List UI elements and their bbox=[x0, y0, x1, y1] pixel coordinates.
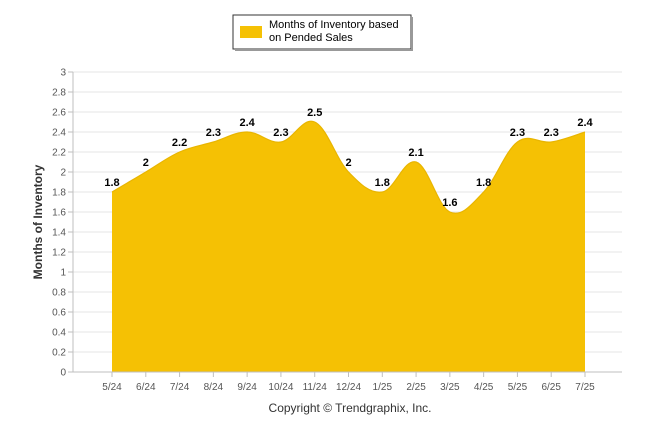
data-label: 2.1 bbox=[408, 147, 423, 159]
y-tick-label: 0.8 bbox=[52, 288, 66, 299]
x-tick-label: 5/24 bbox=[102, 382, 122, 393]
x-tick-label: 4/25 bbox=[474, 382, 494, 393]
data-label: 1.8 bbox=[104, 177, 119, 189]
x-tick-label: 3/25 bbox=[440, 382, 460, 393]
data-label: 2 bbox=[143, 157, 149, 169]
x-axis-ticks: 5/24 6/24 7/24 8/24 9/24 10/24 11/24 12/24 1/25 2… bbox=[102, 372, 595, 393]
data-label: 2.3 bbox=[510, 127, 525, 139]
data-label: 2.3 bbox=[273, 127, 288, 139]
legend-swatch bbox=[240, 26, 262, 38]
y-tick-label: 1.6 bbox=[52, 208, 66, 219]
y-tick-label: 1.2 bbox=[52, 248, 66, 259]
legend-label-line1: Months of Inventory based bbox=[269, 19, 399, 31]
legend: Months of Inventory based on Pended Sale… bbox=[232, 14, 413, 51]
y-tick-label: 0.4 bbox=[52, 328, 66, 339]
y-tick-label: 0.2 bbox=[52, 348, 66, 359]
x-tick-label: 10/24 bbox=[268, 382, 293, 393]
legend-label-line2: on Pended Sales bbox=[269, 32, 353, 44]
y-axis-ticks: 0 0.2 0.4 0.6 0.8 1 1.2 1.4 1.6 1.8 2 2.2 2.4 2.6 2.8 3 bbox=[52, 68, 73, 379]
data-label: 2.2 bbox=[172, 137, 187, 149]
y-tick-label: 2.8 bbox=[52, 88, 66, 99]
y-tick-label: 3 bbox=[60, 68, 66, 79]
y-tick-label: 0.6 bbox=[52, 308, 66, 319]
x-tick-label: 6/25 bbox=[541, 382, 561, 393]
axes bbox=[72, 72, 622, 373]
y-tick-label: 1.4 bbox=[52, 228, 66, 239]
y-tick-label: 2.4 bbox=[52, 128, 66, 139]
data-label: 1.8 bbox=[476, 177, 491, 189]
x-tick-label: 2/25 bbox=[406, 382, 426, 393]
copyright-credit: Copyright © Trendgraphix, Inc. bbox=[269, 401, 432, 415]
data-label: 2.5 bbox=[307, 107, 322, 119]
data-labels: 1.8 2 2.2 2.3 2.4 2.3 2.5 2 1.8 2.1 1.6 1.8 2.3 2.3 2.… bbox=[104, 107, 593, 209]
series-area bbox=[111, 120, 586, 372]
legend-box bbox=[232, 14, 412, 50]
y-tick-label: 1.8 bbox=[52, 188, 66, 199]
y-tick-label: 0 bbox=[60, 368, 66, 379]
data-label: 2 bbox=[345, 157, 351, 169]
area-line bbox=[111, 120, 586, 214]
x-tick-label: 8/24 bbox=[204, 382, 224, 393]
x-tick-label: 7/24 bbox=[170, 382, 190, 393]
x-tick-label: 7/25 bbox=[575, 382, 595, 393]
x-tick-label: 1/25 bbox=[373, 382, 393, 393]
x-tick-label: 6/24 bbox=[136, 382, 156, 393]
x-tick-label: 5/25 bbox=[508, 382, 528, 393]
data-label: 1.6 bbox=[442, 197, 457, 209]
data-label: 2.3 bbox=[206, 127, 221, 139]
y-axis-title: Months of Inventory bbox=[31, 164, 45, 279]
data-label: 2.4 bbox=[577, 117, 593, 129]
data-label: 2.3 bbox=[544, 127, 559, 139]
area-fill bbox=[112, 121, 585, 372]
y-tick-label: 2 bbox=[60, 168, 66, 179]
x-tick-label: 12/24 bbox=[336, 382, 361, 393]
data-label: 1.8 bbox=[375, 177, 390, 189]
x-tick-label: 11/24 bbox=[303, 382, 328, 393]
x-tick-label: 9/24 bbox=[237, 382, 257, 393]
y-tick-label: 2.2 bbox=[52, 148, 66, 159]
data-label: 2.4 bbox=[239, 117, 255, 129]
y-tick-label: 1 bbox=[60, 268, 66, 279]
y-tick-label: 2.6 bbox=[52, 108, 66, 119]
